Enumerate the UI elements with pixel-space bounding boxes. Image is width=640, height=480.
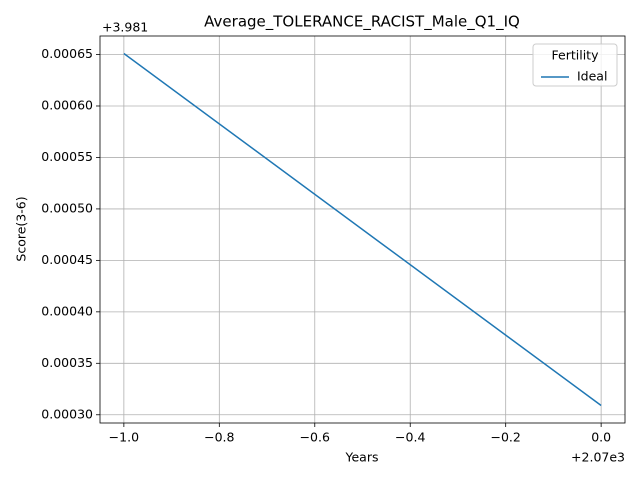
- y-tick-label: 0.00050: [41, 200, 93, 215]
- plot-frame: [99, 35, 626, 424]
- x-tick-label: 0.0: [591, 430, 611, 445]
- y-tick-label: 0.00040: [41, 303, 93, 318]
- y-tick-label: 0.00055: [41, 149, 93, 164]
- x-tick-label: −0.2: [491, 430, 521, 445]
- x-axis-label: Years: [345, 450, 379, 465]
- y-tick-label: 0.00060: [41, 97, 93, 112]
- legend-title: Fertility: [552, 48, 600, 63]
- line-series: [123, 52, 602, 407]
- x-offset-label: +2.07e3: [571, 450, 625, 465]
- x-tick-label: −0.6: [300, 430, 330, 445]
- y-tick-label: 0.00035: [41, 355, 93, 370]
- y-tick-label: 0.00030: [41, 406, 93, 421]
- legend-box: [532, 43, 618, 87]
- x-tick-label: −0.4: [395, 430, 425, 445]
- chart-title: Average_TOLERANCE_RACIST_Male_Q1_IQ: [204, 13, 520, 32]
- x-tick-label: −0.8: [204, 430, 234, 445]
- y-tick-label: 0.00045: [41, 252, 93, 267]
- x-tick-label: −1.0: [109, 430, 139, 445]
- y-axis-label: Score(3-6): [14, 196, 29, 261]
- y-tick-label: 0.00065: [41, 46, 93, 61]
- legend-label: Ideal: [577, 69, 607, 84]
- y-offset-label: +3.981: [102, 20, 148, 35]
